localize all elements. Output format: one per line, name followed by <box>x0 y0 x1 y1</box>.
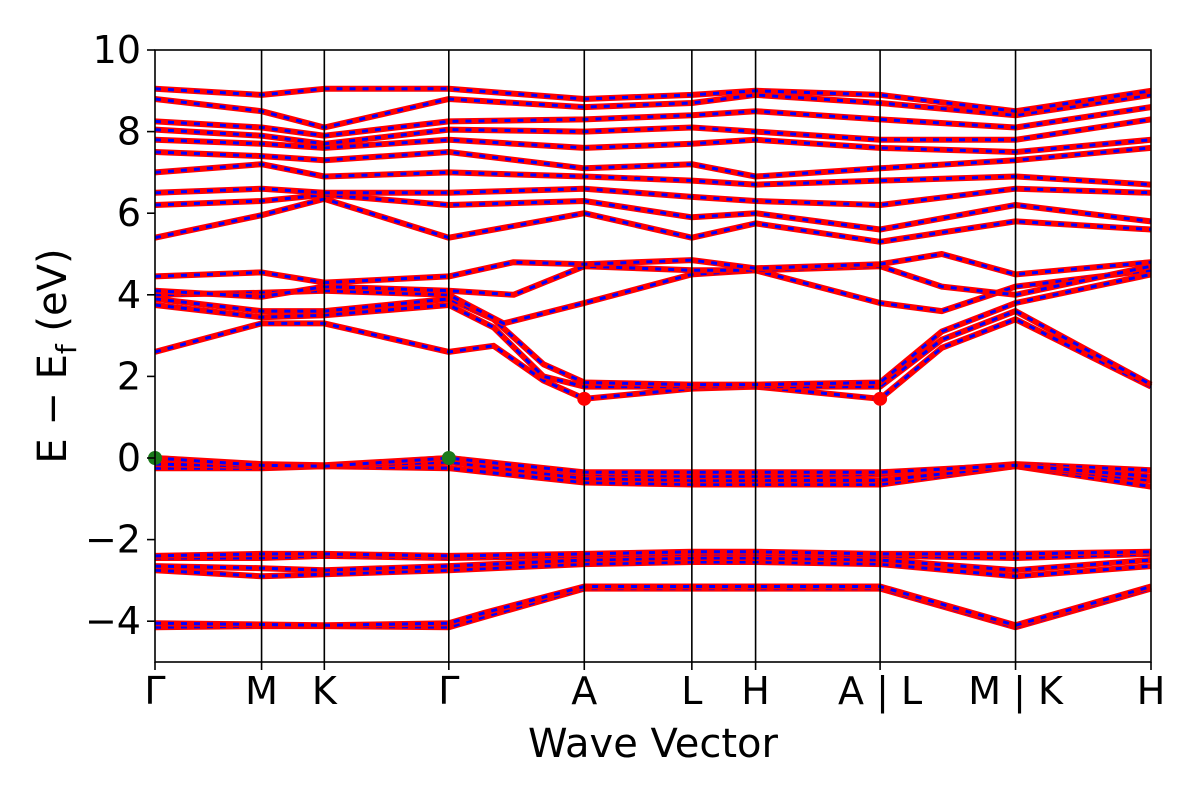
y-axis-label: E − Ef (eV) <box>30 248 83 463</box>
band-line-overlay <box>154 105 1152 138</box>
band-18 <box>154 185 1152 208</box>
cbm-marker <box>577 391 592 406</box>
y-tick-label: 4 <box>117 273 141 317</box>
band-5 <box>154 548 1152 559</box>
band-line-overlay <box>154 252 1152 285</box>
band-line-overlay <box>154 456 1152 478</box>
y-tick-label: 8 <box>117 110 141 154</box>
x-tick-label: Γ <box>438 669 459 713</box>
x-tick-label: H <box>741 669 770 713</box>
y-tick-label: 10 <box>93 28 141 72</box>
band-24 <box>154 91 1152 131</box>
y-tick-label: −4 <box>85 599 141 643</box>
band-25 <box>154 85 1152 115</box>
band-line-overlay <box>154 117 1152 146</box>
band-21 <box>154 136 1152 155</box>
band-line-overlay <box>154 193 1152 231</box>
x-tick-label: M | K <box>968 669 1064 714</box>
band-line-overlay <box>154 556 1152 572</box>
y-tick-label: −2 <box>85 518 141 562</box>
y-axis-label-sub: f <box>50 343 83 354</box>
band-16 <box>154 195 1152 245</box>
kpath-separators <box>260 50 1017 662</box>
band-line-overlay <box>154 264 1152 299</box>
x-tick-label: M <box>245 669 278 713</box>
band-line-overlay <box>154 138 1152 154</box>
band-line-overlay <box>154 197 1152 244</box>
y-tick-label: 0 <box>117 436 141 480</box>
x-tick-label: A <box>571 669 597 713</box>
band-line-overlay <box>154 560 1152 578</box>
x-tick-label: L <box>681 669 702 713</box>
band-23 <box>154 104 1152 139</box>
x-tick-label: Γ <box>144 669 165 713</box>
x-axis-label: Wave Vector <box>528 721 779 767</box>
x-tick-label: K <box>312 669 338 713</box>
band-9 <box>154 455 1152 480</box>
y-ticks: −4 −2 0 2 4 6 8 10 <box>85 28 155 643</box>
band-line-overlay <box>154 460 1152 482</box>
band-17 <box>154 191 1152 233</box>
x-tick-label: A | L <box>838 669 922 714</box>
band-edge-markers <box>148 391 888 465</box>
band-20 <box>154 144 1152 180</box>
band-3 <box>154 555 1152 574</box>
plot-frame <box>154 49 1152 663</box>
x-tick-label: H <box>1137 669 1166 713</box>
band-line-overlay <box>154 162 1152 187</box>
band-22 <box>154 116 1152 147</box>
cbm-marker <box>873 391 888 406</box>
band-line-overlay <box>154 87 1152 113</box>
band-14 <box>154 263 1152 300</box>
band-15 <box>154 251 1152 286</box>
y-tick-label: 2 <box>117 354 141 398</box>
y-axis-label-unit: (eV) <box>30 248 76 344</box>
band-line-overlay <box>154 187 1152 207</box>
band-line <box>154 91 1152 131</box>
band-19 <box>154 161 1152 188</box>
y-tick-label: 6 <box>117 191 141 235</box>
vbm-marker <box>441 451 456 465</box>
y-axis-label-main: E − E <box>30 354 76 464</box>
band-line-overlay <box>154 146 1152 178</box>
band-line-overlay <box>154 550 1152 558</box>
band-2 <box>154 559 1152 580</box>
